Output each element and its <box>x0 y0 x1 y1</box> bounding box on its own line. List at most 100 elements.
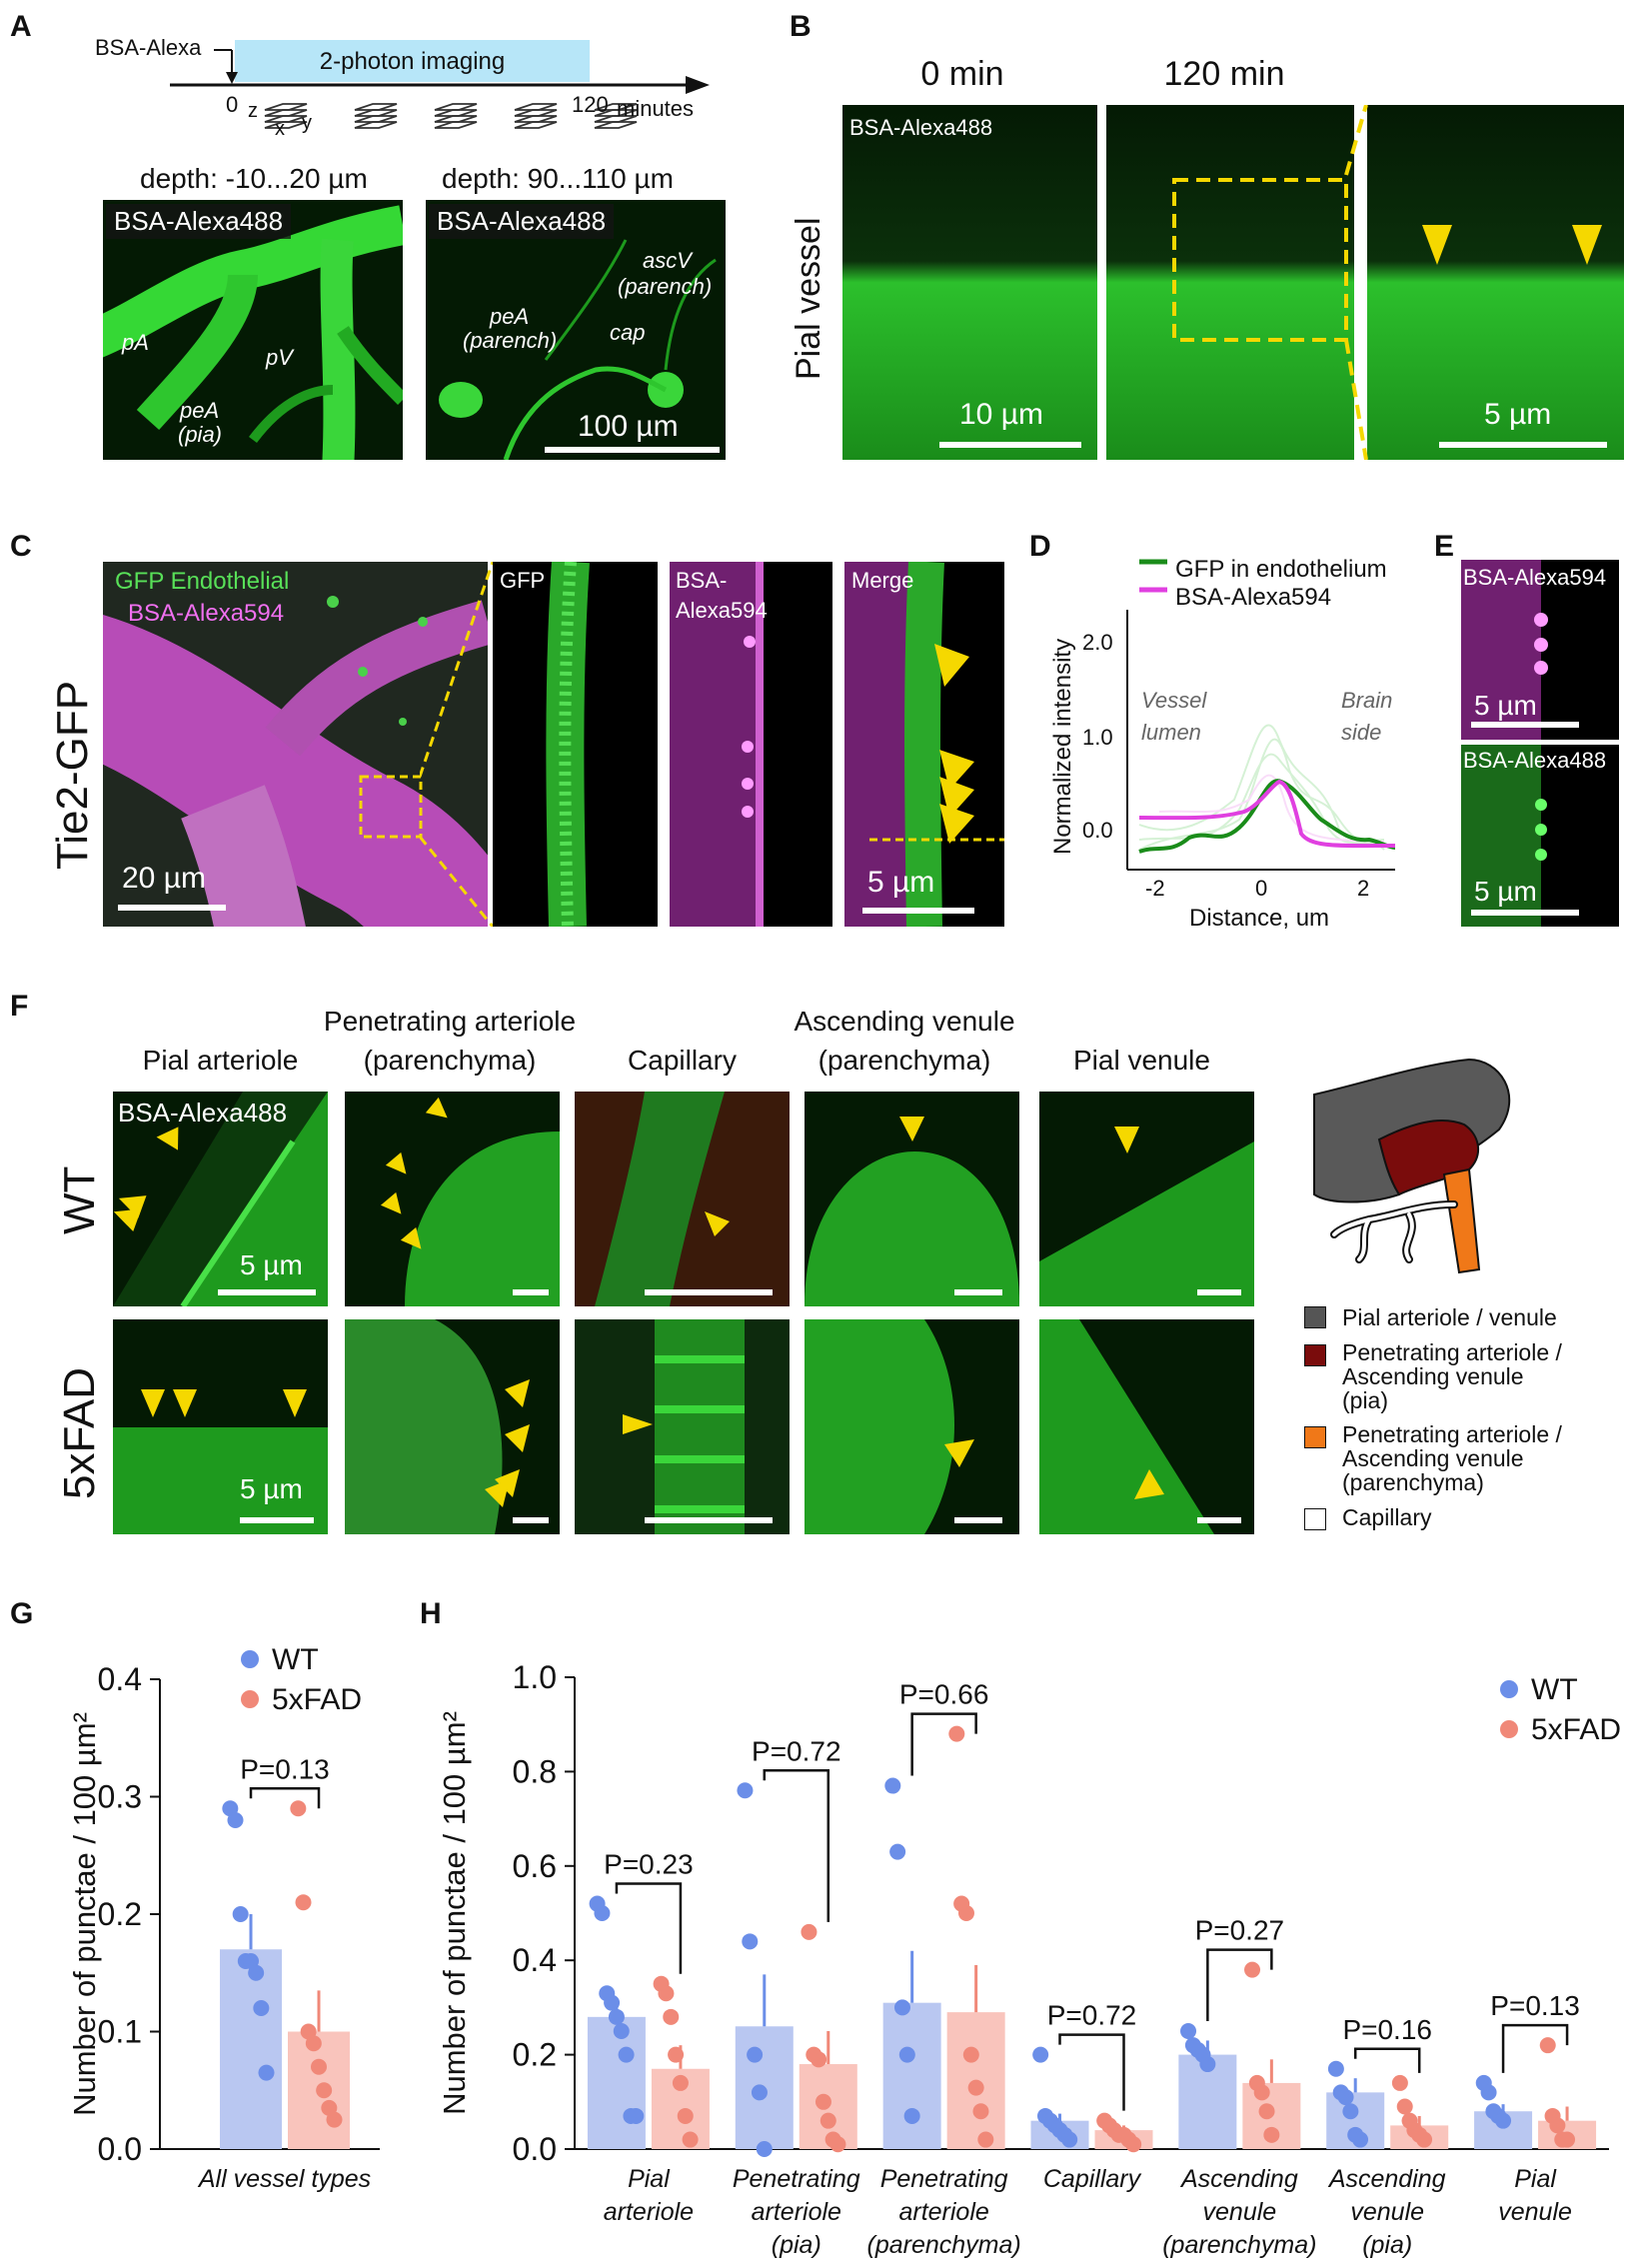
point-WT-0 <box>258 2064 275 2081</box>
point-WT-2 <box>903 2107 920 2124</box>
point-5xFAD-5 <box>1391 2074 1408 2091</box>
d-xtick-m2: -2 <box>1145 876 1165 901</box>
bar-WT-0 <box>220 1949 282 2149</box>
f-row-wt: WT <box>55 1165 104 1234</box>
tag-a1: BSA-Alexa488 <box>106 204 292 239</box>
label-pv: pV <box>266 345 293 370</box>
legend-label-5xFAD: 5xFAD <box>272 1683 362 1716</box>
point-WT-6 <box>1480 2084 1497 2101</box>
point-WT-0 <box>618 2046 635 2063</box>
c-sub-bsa-2: Alexa594 <box>676 598 768 623</box>
point-WT-0 <box>613 2023 630 2039</box>
category-label-4: Ascending <box>1179 2165 1298 2193</box>
p-value-0: P=0.13 <box>240 1753 330 1784</box>
p-bracket-3 <box>1058 2033 1125 2111</box>
point-5xFAD-0 <box>290 1800 307 1817</box>
f-legend-swatch-3 <box>1304 1426 1326 1448</box>
f-col-4b: (parenchyma) <box>817 1045 991 1076</box>
scalebar-e1 <box>1471 722 1579 728</box>
p-bracket-6 <box>1501 2023 1569 2073</box>
image-e1 <box>1461 560 1619 740</box>
category-label-2: Penetrating <box>880 2165 1008 2193</box>
point-5xFAD-6 <box>1559 2131 1576 2148</box>
p-value-4: P=0.27 <box>1195 1915 1285 1946</box>
category-label-0: All vessel types <box>197 2165 371 2193</box>
y-tick-label: 0.0 <box>98 2131 142 2167</box>
label-ascv: ascV <box>643 248 692 273</box>
point-5xFAD-5 <box>1416 2131 1433 2148</box>
scalebar-f4 <box>954 1289 1002 1295</box>
y-tick-label: 0.6 <box>513 1848 557 1884</box>
scalebar-f1 <box>218 1289 316 1295</box>
p-value-5: P=0.16 <box>1342 2014 1432 2045</box>
point-5xFAD-3 <box>1125 2136 1142 2153</box>
t0-label: 0 <box>226 92 239 117</box>
point-5xFAD-2 <box>948 1725 965 1742</box>
point-5xFAD-0 <box>668 2046 685 2063</box>
point-WT-0 <box>594 1905 611 1921</box>
image-c-bsa <box>670 562 832 927</box>
point-5xFAD-4 <box>1253 2084 1270 2101</box>
point-5xFAD-0 <box>663 2008 680 2025</box>
point-WT-0 <box>604 1994 621 2011</box>
f-legend-swatch-1 <box>1304 1306 1326 1328</box>
depth2-label: depth: 90...110 µm <box>442 163 674 194</box>
panel-label-g: G <box>10 1597 34 1630</box>
point-5xFAD-0 <box>311 2058 327 2075</box>
panel-label-e: E <box>1434 530 1455 563</box>
timeline <box>170 40 710 129</box>
scalebar-a-label: 100 µm <box>578 410 679 443</box>
point-5xFAD-1 <box>819 2112 836 2129</box>
chart-h: 0.0 0.2 0.4 0.6 0.8 1.0 Number of punctae / 10… <box>437 1659 1621 2259</box>
axis-x-label: x <box>275 118 285 140</box>
point-WT-4 <box>1180 2023 1197 2039</box>
point-WT-2 <box>893 1999 910 2016</box>
d-note-brain-1: Brain <box>1341 688 1393 713</box>
axis-y-label: y <box>302 112 312 134</box>
point-5xFAD-4 <box>1263 2126 1280 2143</box>
p-bracket-2 <box>910 1712 977 1776</box>
category-label-3: Capillary <box>1043 2165 1142 2193</box>
scalebar-f3 <box>645 1289 773 1295</box>
f-col-2a: Penetrating arteriole <box>323 1006 577 1037</box>
point-WT-1 <box>751 2084 768 2101</box>
point-5xFAD-5 <box>1396 2098 1413 2115</box>
f-wt-pial-venule <box>1039 1092 1254 1306</box>
y-tick-label: 0.0 <box>513 2131 557 2167</box>
point-WT-5 <box>1327 2060 1344 2077</box>
category-label-5: (pia) <box>1362 2231 1412 2259</box>
y-tick-label: 0.2 <box>98 1896 142 1932</box>
image-c-merge <box>844 562 1004 927</box>
scalebar-e1-label: 5 µm <box>1474 690 1537 721</box>
y-tick-label: 0.3 <box>98 1779 142 1815</box>
b-header-120: 120 min <box>1163 55 1285 93</box>
panel-label-f: F <box>10 990 29 1023</box>
legend-marker-WT <box>241 1650 259 1668</box>
scalebar-f8 <box>645 1517 773 1523</box>
scalebar-c2-label: 5 µm <box>867 866 935 899</box>
p-value-1: P=0.72 <box>752 1735 841 1766</box>
point-WT-3 <box>1061 2131 1078 2148</box>
image-c-gfp <box>493 562 658 927</box>
scalebar-e2-label: 5 µm <box>1474 876 1537 907</box>
scalebar-b1 <box>939 442 1081 448</box>
point-WT-4 <box>1199 2056 1216 2073</box>
c-tag-gfp: GFP Endothelial <box>115 568 290 595</box>
image-b1 <box>842 105 1097 460</box>
point-5xFAD-0 <box>295 1894 312 1911</box>
point-5xFAD-1 <box>814 2093 831 2110</box>
scalebar-f5 <box>1197 1289 1241 1295</box>
c-zoom-lines <box>420 562 495 927</box>
category-label-4: venule <box>1203 2198 1277 2226</box>
scalebar-b2-label: 5 µm <box>1484 398 1552 431</box>
label-pa: pA <box>122 330 149 355</box>
scalebar-f9 <box>954 1517 1002 1523</box>
point-5xFAD-2 <box>967 2079 984 2096</box>
imaging-label: 2-photon imaging <box>319 48 506 75</box>
tag-b: BSA-Alexa488 <box>849 115 993 140</box>
bar-WT-2 <box>882 2002 941 2149</box>
scalebar-f2 <box>513 1289 549 1295</box>
f-legend-swatch-4 <box>1304 1508 1326 1530</box>
f-col-1: Pial arteriole <box>142 1045 299 1076</box>
category-label-6: venule <box>1498 2198 1572 2226</box>
